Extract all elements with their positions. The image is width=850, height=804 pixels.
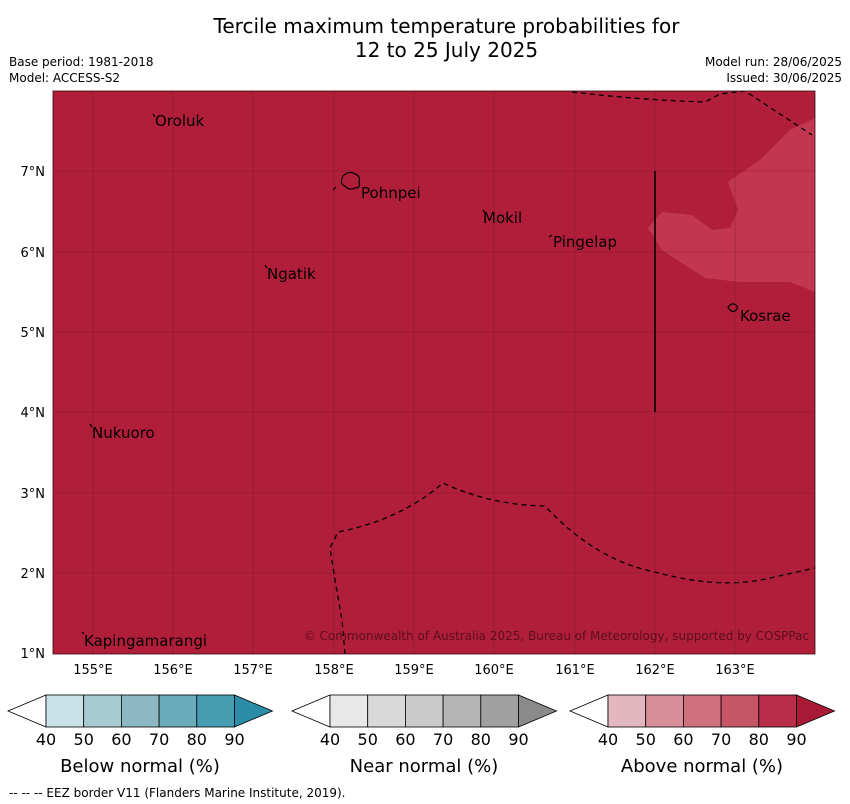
- place-label-mokil: Mokil: [483, 209, 522, 227]
- pohnpei-island: [340, 171, 361, 190]
- colorbar-extend-low: [568, 694, 609, 728]
- colorbar-segment: [329, 694, 369, 728]
- lon-label: 159°E: [394, 663, 434, 678]
- nukuoro-atoll: [89, 423, 93, 428]
- title-line-2: 12 to 25 July 2025: [354, 38, 539, 62]
- place-label-kosrae: Kosrae: [740, 307, 791, 325]
- place-label-kapingamarangi: Kapingamarangi: [84, 632, 207, 650]
- colorbar-segment: [83, 694, 122, 728]
- colorbar-tick-label: 80: [187, 730, 207, 749]
- colorbar-segment: [683, 694, 722, 728]
- eez-border: [329, 91, 815, 654]
- place-label-pingelap: Pingelap: [553, 233, 617, 251]
- map-area: Oroluk Pohnpei Mokil Pingelap Ngatik Kos…: [53, 91, 815, 654]
- colorbar-extend-high: [796, 694, 836, 728]
- meta-right: Model run: 28/06/2025 Issued: 30/06/2025: [705, 54, 842, 86]
- colorbar-tick-label: 40: [598, 730, 618, 749]
- colorbar-tick-label: 60: [111, 730, 131, 749]
- colorbar-tick-label: 50: [74, 730, 94, 749]
- colorbar-tick-label: 40: [320, 730, 340, 749]
- lon-label: 158°E: [314, 663, 354, 678]
- pingelap-atoll: [548, 234, 553, 238]
- colorbar-tick-label: 90: [786, 730, 806, 749]
- map-background: [53, 91, 815, 654]
- mokil-atoll: [482, 209, 486, 214]
- lat-label: 1°N: [21, 647, 46, 662]
- kapingamarangi-atoll: [81, 631, 85, 635]
- map-frame: [52, 90, 816, 655]
- place-label-oroluk: Oroluk: [155, 112, 204, 130]
- place-label-pohnpei: Pohnpei: [361, 184, 421, 202]
- legend-title-below: Below normal (%): [60, 756, 220, 777]
- probability-region-70-80: [648, 118, 815, 292]
- colorbar-extend-high: [234, 694, 274, 728]
- islands: [81, 113, 738, 635]
- kosrae-island: [727, 303, 738, 313]
- legend-title-near: Near normal (%): [350, 756, 499, 777]
- lon-label: 157°E: [233, 663, 273, 678]
- colorbar-segment: [158, 694, 198, 728]
- lon-label: 163°E: [715, 663, 755, 678]
- colorbar-segment: [645, 694, 684, 728]
- lon-label: 160°E: [474, 663, 514, 678]
- colorbar-above-normal: 40 50 60 70 80 90: [568, 694, 836, 749]
- lat-label: 4°N: [21, 406, 46, 421]
- colorbar-segment: [607, 694, 647, 728]
- colorbar-segment: [480, 694, 519, 728]
- colorbar-tick-label: 40: [36, 730, 56, 749]
- ant-atoll: [332, 186, 337, 191]
- colorbar-tick-label: 80: [471, 730, 491, 749]
- lon-label: 155°E: [73, 663, 113, 678]
- graticule: [53, 91, 815, 654]
- colorbar-segment: [196, 694, 235, 728]
- title-line-1: Tercile maximum temperature probabilitie…: [213, 14, 680, 38]
- colorbar-tick-label: 50: [358, 730, 378, 749]
- colorbar-tick-label: 90: [508, 730, 528, 749]
- lat-label: 5°N: [21, 326, 46, 341]
- colorbar-segment: [720, 694, 760, 728]
- base-period: Base period: 1981-2018: [9, 55, 154, 69]
- place-label-nukuoro: Nukuoro: [92, 424, 155, 442]
- lon-label: 156°E: [153, 663, 193, 678]
- lon-label: 162°E: [635, 663, 675, 678]
- colorbar-tick-label: 90: [224, 730, 244, 749]
- place-label-ngatik: Ngatik: [267, 265, 316, 283]
- model-run: Model run: 28/06/2025: [704, 55, 842, 69]
- colorbar-segment: [442, 694, 482, 728]
- colorbar-segment: [367, 694, 406, 728]
- eez-footnote: -- -- -- EEZ border V11 (Flanders Marine…: [9, 786, 346, 800]
- legend-title-above: Above normal (%): [621, 756, 783, 777]
- colorbar-segment: [404, 694, 444, 728]
- colorbar-tick-label: 80: [749, 730, 769, 749]
- colorbar-segment: [121, 694, 160, 728]
- issued-date: Issued: 30/06/2025: [726, 71, 842, 85]
- colorbar-tick-label: 70: [433, 730, 453, 749]
- meta-left: Base period: 1981-2018 Model: ACCESS-S2: [9, 54, 154, 86]
- oroluk-atoll: [152, 113, 156, 118]
- lat-label: 7°N: [21, 165, 46, 180]
- lon-label: 161°E: [555, 663, 595, 678]
- colorbar-segment: [758, 694, 797, 728]
- colorbar-tick-label: 70: [149, 730, 169, 749]
- ngatik-atoll: [264, 264, 268, 269]
- colorbar-tick-label: 70: [711, 730, 731, 749]
- colorbar-below-normal: 40 50 60 70 80 90: [6, 694, 274, 749]
- chart-title: Tercile maximum temperature probabilitie…: [0, 14, 850, 62]
- lat-label: 6°N: [21, 246, 46, 261]
- lat-label: 2°N: [21, 567, 46, 582]
- colorbar-tick-label: 60: [673, 730, 693, 749]
- colorbar-segment: [45, 694, 85, 728]
- colorbar-extend-low: [6, 694, 47, 728]
- colorbar-extend-low: [290, 694, 331, 728]
- colorbar-tick-label: 50: [636, 730, 656, 749]
- colorbar-near-normal: 40 50 60 70 80 90: [290, 694, 558, 749]
- model-name: Model: ACCESS-S2: [9, 71, 121, 85]
- copyright-notice: © Commonwealth of Australia 2025, Bureau…: [304, 629, 809, 643]
- colorbar-tick-label: 60: [395, 730, 415, 749]
- colorbar-extend-high: [518, 694, 558, 728]
- lat-label: 3°N: [21, 487, 46, 502]
